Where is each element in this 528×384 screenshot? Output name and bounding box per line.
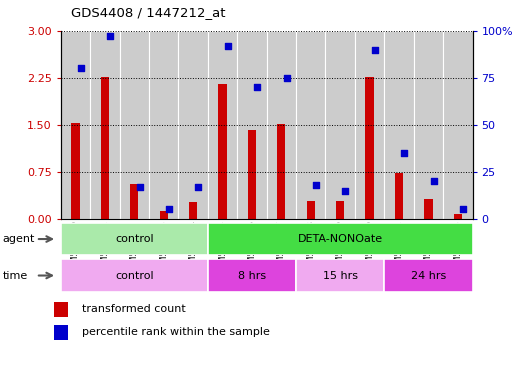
Point: [77, 65, 85, 71]
Text: time: time: [3, 270, 28, 281]
Bar: [248, 130, 256, 219]
Bar: [119, 31, 149, 219]
Bar: [208, 31, 237, 219]
Bar: [384, 31, 414, 219]
Bar: [267, 31, 296, 219]
Bar: [61, 31, 90, 219]
Point: [223, 43, 232, 49]
Text: percentile rank within the sample: percentile rank within the sample: [82, 327, 270, 337]
Bar: [130, 184, 138, 219]
Point: [135, 184, 144, 190]
Bar: [61, 223, 208, 255]
Bar: [277, 124, 286, 219]
Bar: [336, 201, 344, 219]
Bar: [54, 324, 68, 339]
Point: [194, 184, 203, 190]
Bar: [395, 173, 403, 219]
Bar: [454, 215, 462, 219]
Point: [312, 182, 320, 188]
Bar: [296, 259, 384, 292]
Point: [400, 150, 409, 156]
Text: control: control: [115, 234, 154, 244]
Bar: [384, 259, 473, 292]
Bar: [54, 302, 68, 317]
Text: transformed count: transformed count: [82, 304, 185, 314]
Text: GDS4408 / 1447212_at: GDS4408 / 1447212_at: [71, 6, 226, 19]
Text: 15 hrs: 15 hrs: [323, 270, 357, 281]
Point: [106, 33, 115, 40]
Point: [165, 207, 173, 213]
Bar: [159, 211, 168, 219]
Point: [459, 207, 467, 213]
Bar: [90, 31, 119, 219]
Bar: [414, 31, 443, 219]
Bar: [365, 76, 374, 219]
Bar: [101, 76, 109, 219]
Bar: [189, 202, 197, 219]
Point: [253, 84, 261, 90]
Point: [341, 187, 350, 194]
Bar: [71, 123, 80, 219]
Bar: [237, 31, 267, 219]
Bar: [296, 31, 325, 219]
Bar: [325, 31, 355, 219]
Bar: [149, 31, 178, 219]
Point: [282, 74, 291, 81]
Point: [371, 46, 379, 53]
Bar: [425, 199, 432, 219]
Text: 24 hrs: 24 hrs: [411, 270, 446, 281]
Text: control: control: [115, 270, 154, 281]
Bar: [219, 84, 227, 219]
Bar: [208, 259, 296, 292]
Bar: [208, 223, 473, 255]
Text: 8 hrs: 8 hrs: [238, 270, 266, 281]
Bar: [355, 31, 384, 219]
Bar: [307, 201, 315, 219]
Bar: [178, 31, 208, 219]
Text: agent: agent: [3, 234, 35, 244]
Point: [429, 178, 438, 184]
Text: DETA-NONOate: DETA-NONOate: [298, 234, 383, 244]
Bar: [61, 259, 208, 292]
Bar: [443, 31, 473, 219]
